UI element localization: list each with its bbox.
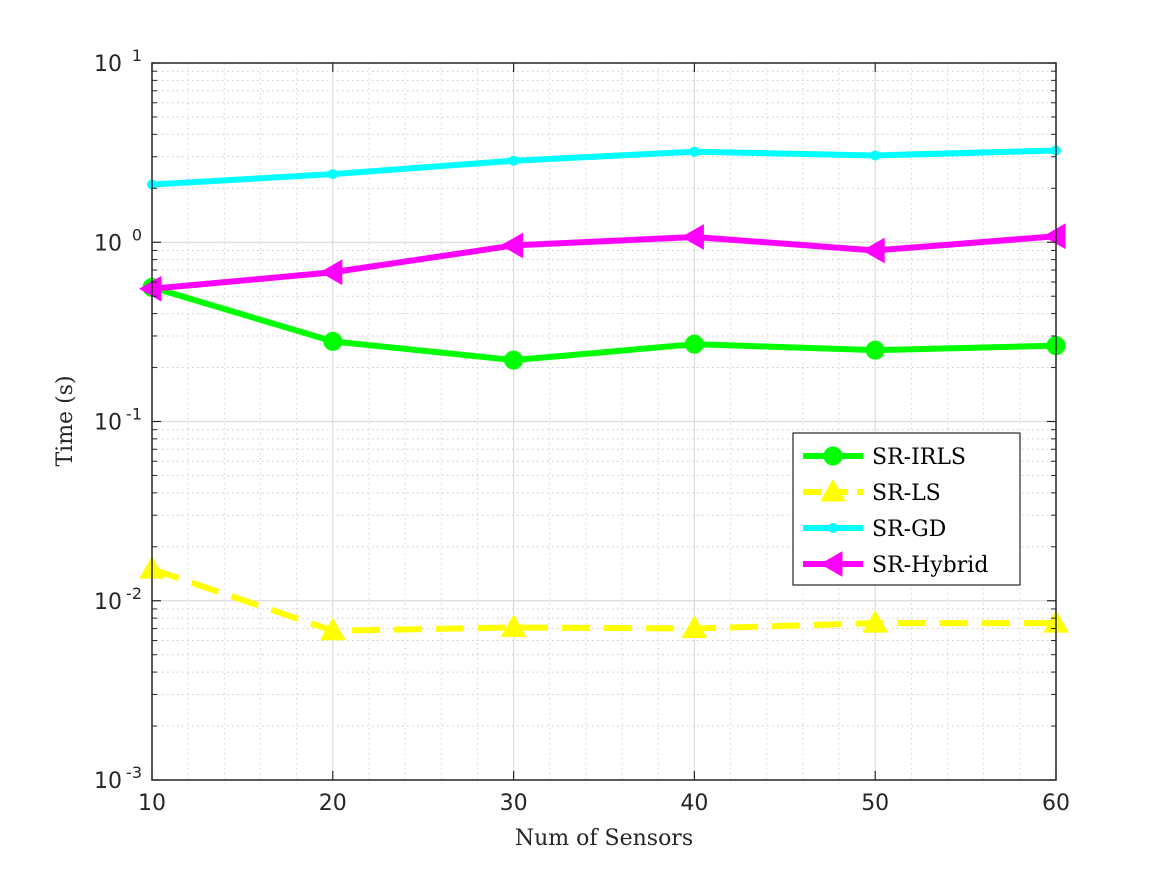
data-point <box>870 150 881 161</box>
series-line <box>151 147 1057 188</box>
data-point <box>319 617 346 641</box>
data-point <box>327 169 338 180</box>
y-tick-exponent: -1 <box>126 405 142 424</box>
data-point <box>684 334 704 354</box>
y-tick-exponent: 1 <box>132 46 142 65</box>
series-line <box>151 233 1057 292</box>
legend-item-sr-irls: SR-IRLS <box>803 445 966 470</box>
y-tick-exponent: 0 <box>132 225 142 244</box>
legend-item-sr-hybrid: SR-Hybrid <box>803 551 988 578</box>
x-tick-label: 30 <box>500 791 528 816</box>
x-tick-label: 40 <box>680 791 708 816</box>
legend-item-sr-gd: SR-GD <box>803 517 946 542</box>
legend-item-sr-ls: SR-LS <box>803 478 941 506</box>
x-tick-label: 60 <box>1042 791 1070 816</box>
series-line <box>151 284 1057 364</box>
data-point <box>865 340 885 360</box>
legend-swatch-marker <box>828 523 838 533</box>
data-point <box>319 259 343 286</box>
legend-label: SR-LS <box>872 481 941 506</box>
x-tick-label: 10 <box>138 791 166 816</box>
data-point <box>862 610 889 633</box>
y-axis-title: Time (s) <box>53 375 78 466</box>
y-tick-exponent: -2 <box>126 584 142 603</box>
data-point <box>500 232 524 259</box>
ticks: 10 -310 -210 -110 010 110 20 30 40 50 60 <box>94 46 1070 816</box>
series-group <box>138 145 1069 641</box>
data-point <box>504 350 524 370</box>
y-tick-label: 10 <box>94 590 122 615</box>
y-tick-exponent: -3 <box>126 763 142 782</box>
y-tick-label: 10 <box>94 52 122 77</box>
legend-label: SR-GD <box>872 517 946 542</box>
legend-swatch-marker <box>823 446 843 466</box>
data-point <box>681 224 704 250</box>
y-tick-label: 10 <box>94 411 122 436</box>
series-line <box>151 566 1056 634</box>
legend-entries: SR-IRLS SR-LS SR-GD SR-Hybrid <box>803 445 988 578</box>
y-tick-label: 10 <box>94 769 122 794</box>
legend: SR-IRLS SR-LS SR-GD SR-Hybrid <box>792 432 1021 586</box>
data-point <box>508 155 519 166</box>
series-sr-hybrid <box>138 223 1066 302</box>
data-point <box>681 615 708 639</box>
data-point <box>862 237 885 264</box>
data-point <box>689 146 700 157</box>
legend-label: SR-Hybrid <box>872 553 988 578</box>
data-point <box>138 275 162 302</box>
x-axis-title: Num of Sensors <box>515 826 693 851</box>
data-point <box>500 614 527 637</box>
data-point <box>323 331 343 351</box>
y-tick-label: 10 <box>94 231 122 256</box>
legend-label: SR-IRLS <box>872 445 966 470</box>
legend-swatch-marker <box>820 478 846 502</box>
legend-swatch-marker <box>819 551 843 577</box>
x-tick-label: 50 <box>861 791 889 816</box>
x-tick-label: 20 <box>319 791 347 816</box>
